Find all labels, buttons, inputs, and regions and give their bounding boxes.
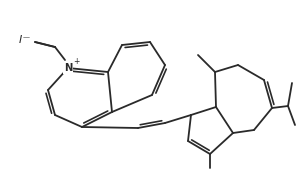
Text: —: — <box>23 34 29 40</box>
Text: I: I <box>18 35 22 45</box>
Text: N: N <box>64 63 72 73</box>
Text: +: + <box>73 56 79 66</box>
